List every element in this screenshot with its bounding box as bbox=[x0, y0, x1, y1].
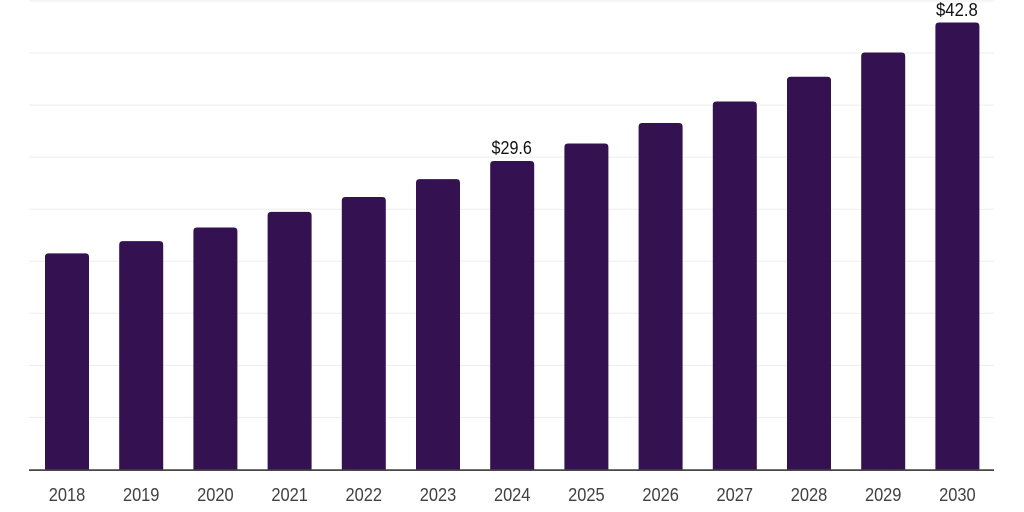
svg-text:2023: 2023 bbox=[420, 485, 457, 505]
svg-text:2021: 2021 bbox=[271, 485, 308, 505]
svg-text:2025: 2025 bbox=[568, 485, 605, 505]
svg-text:2026: 2026 bbox=[642, 485, 679, 505]
svg-text:$42.8: $42.8 bbox=[936, 0, 978, 20]
svg-text:2028: 2028 bbox=[791, 485, 828, 505]
svg-text:2027: 2027 bbox=[717, 485, 754, 505]
svg-text:2020: 2020 bbox=[197, 485, 234, 505]
svg-text:2030: 2030 bbox=[939, 485, 976, 505]
svg-text:2029: 2029 bbox=[865, 485, 902, 505]
svg-text:2018: 2018 bbox=[49, 485, 86, 505]
svg-text:2019: 2019 bbox=[123, 485, 160, 505]
svg-text:$29.6: $29.6 bbox=[492, 138, 532, 158]
svg-text:2024: 2024 bbox=[494, 485, 531, 505]
svg-text:2022: 2022 bbox=[346, 485, 383, 505]
